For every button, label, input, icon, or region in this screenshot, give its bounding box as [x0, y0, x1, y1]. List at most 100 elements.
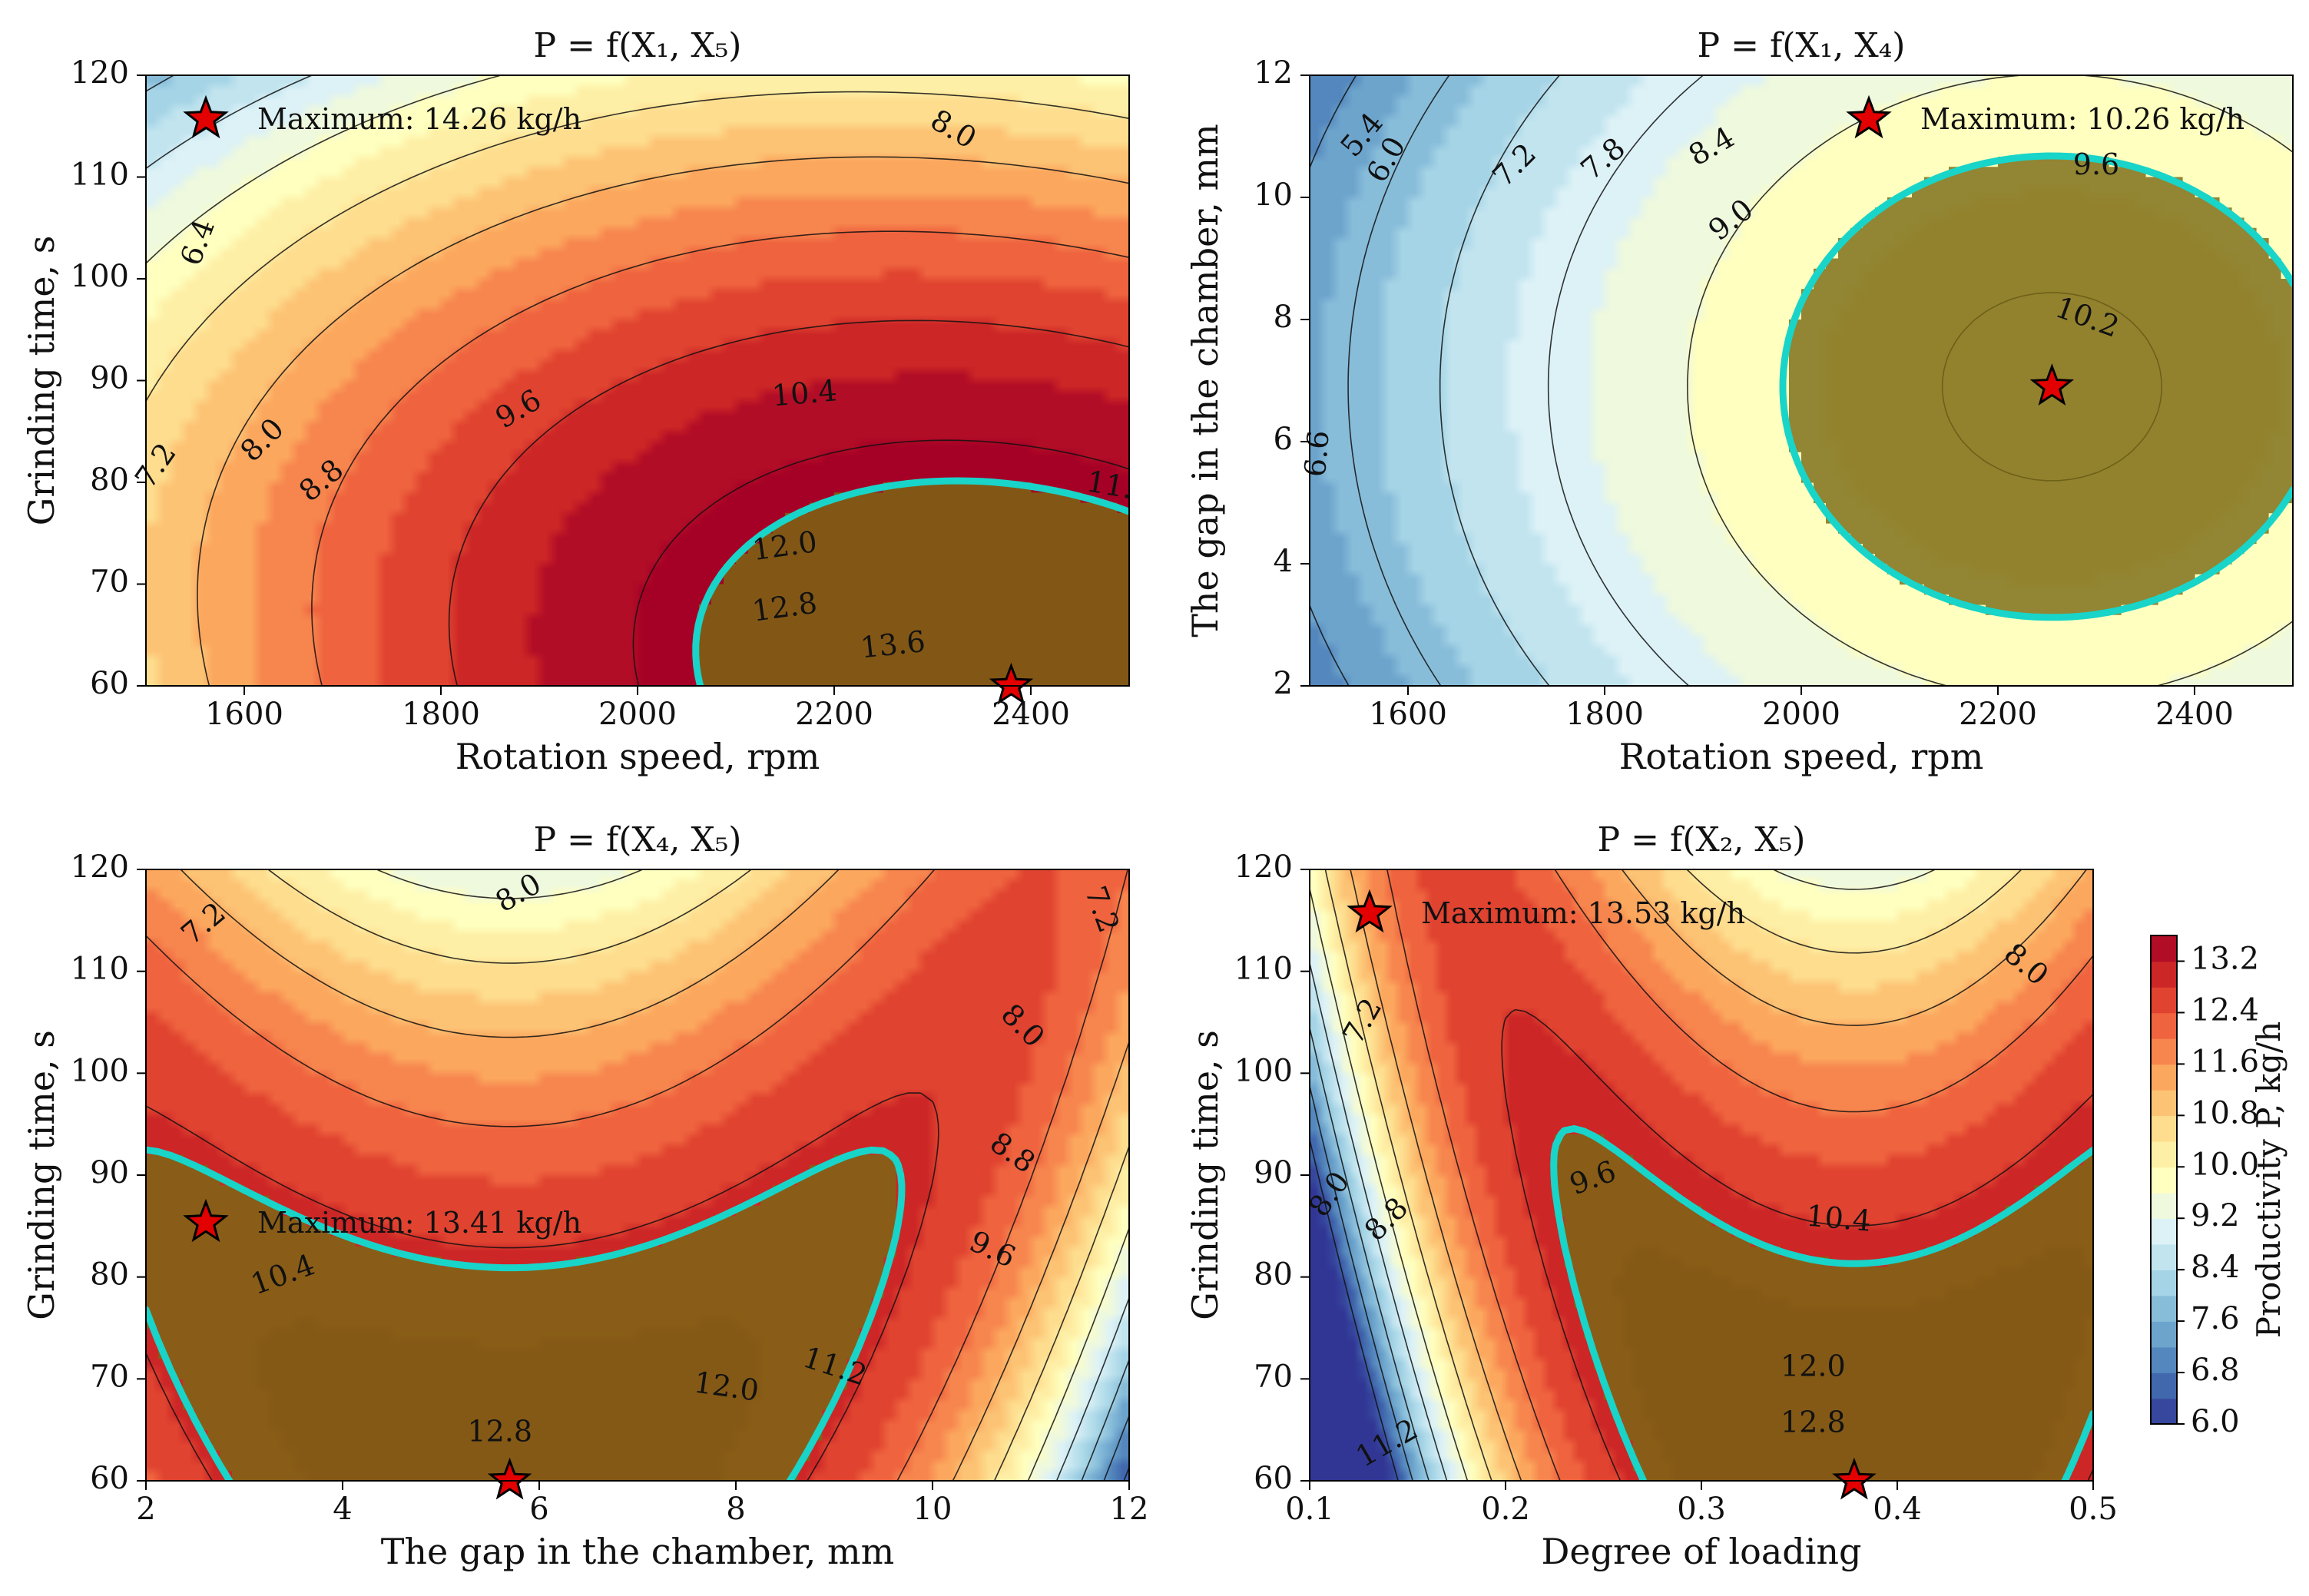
y-tick-label: 90	[90, 361, 129, 396]
y-axis-label: Grinding time, s	[21, 236, 62, 526]
contour-line	[197, 156, 1129, 686]
x-tick-label: 2000	[1762, 697, 1840, 732]
x-tick-label: 12	[1110, 1492, 1149, 1527]
contour-label: 6.6	[1298, 429, 1336, 478]
y-tick-label: 100	[1234, 1053, 1293, 1088]
legend-text: Maximum: 14.26 kg/h	[257, 102, 581, 136]
contour-line	[146, 1092, 939, 1481]
contour-line	[1439, 75, 1560, 686]
y-tick-label: 2	[1274, 666, 1293, 701]
y-tick-label: 70	[1254, 1359, 1293, 1394]
maximum-star-marker	[1846, 94, 1892, 139]
panel-x1x4: P = f(X₁, X₄) Rotation speed, rpm The ga…	[1184, 26, 2294, 777]
y-tick-label: 80	[90, 1257, 129, 1293]
colorbar-band	[2151, 1064, 2177, 1091]
colorbar-band	[2151, 1167, 2177, 1194]
y-tick-label: 60	[90, 1461, 129, 1496]
contour-line	[180, 869, 1129, 1481]
contour-line	[1501, 1008, 2093, 1481]
contour-line	[146, 75, 174, 92]
y-tick-label: 10	[1254, 177, 1293, 213]
x-tick-label: 2000	[598, 697, 677, 732]
panel-title: P = f(X₁, X₅)	[534, 26, 742, 65]
x-axis-label: Degree of loading	[1541, 1531, 1861, 1572]
colorbar-tick-label: 13.2	[2191, 941, 2259, 976]
y-axis-label: Grinding time, s	[21, 1030, 62, 1320]
y-tick-label: 12	[1254, 55, 1293, 91]
colorbar-band	[2151, 935, 2177, 962]
y-tick-label: 80	[1254, 1257, 1293, 1293]
colorbar-band	[2151, 1141, 2177, 1168]
maximum-region-outline	[692, 477, 1129, 686]
x-tick-label: 0.5	[2069, 1492, 2118, 1527]
contour-label: 10.4	[1805, 1199, 1873, 1238]
y-tick-label: 110	[1234, 952, 1293, 987]
y-tick-label: 70	[90, 1359, 129, 1394]
maximum-star-marker	[183, 94, 229, 139]
colorbar-tick-label: 7.6	[2191, 1301, 2240, 1336]
colorbar-band	[2151, 1398, 2177, 1425]
contour-label: 13.6	[859, 624, 927, 665]
colorbar-band	[2151, 1243, 2177, 1270]
contour-line	[1055, 1297, 1129, 1481]
contour-label: 12.0	[1781, 1349, 1846, 1383]
x-tick-label: 1800	[402, 697, 480, 732]
y-tick-label: 120	[71, 849, 129, 885]
colorbar-band	[2151, 1115, 2177, 1142]
contour-label: 12.8	[467, 1414, 532, 1448]
contour-line	[448, 320, 1129, 686]
y-tick-label: 90	[1254, 1155, 1293, 1190]
contour-label: 12.8	[1781, 1406, 1846, 1439]
y-tick-label: 90	[90, 1155, 129, 1190]
maximum-star-marker	[989, 662, 1034, 705]
contour-label: 10.4	[770, 373, 838, 412]
contour-line	[146, 869, 1128, 1481]
colorbar-band	[2151, 986, 2177, 1014]
y-tick-label: 100	[71, 1053, 129, 1088]
contour-line	[1310, 962, 1448, 1481]
contour-label: 9.6	[2073, 147, 2119, 181]
maximum-region-outline	[1779, 152, 2293, 621]
x-tick-label: 0.3	[1677, 1492, 1726, 1527]
contour-line	[1310, 75, 1357, 686]
colorbar-band	[2151, 1346, 2177, 1373]
colorbar-tick-label: 10.0	[2191, 1147, 2259, 1182]
maximum-region-outline	[146, 1146, 906, 1481]
colorbar-tick-label: 6.8	[2191, 1353, 2240, 1388]
colorbar-tick-label: 12.4	[2191, 992, 2259, 1028]
y-tick-label: 60	[90, 666, 129, 701]
x-tick-label: 2200	[795, 697, 873, 732]
contour-label: 11.	[1084, 464, 1135, 505]
colorbar-band	[2151, 1218, 2177, 1245]
x-tick-label: 2400	[2155, 697, 2234, 732]
maximum-region-fill	[146, 1154, 896, 1481]
panel-title: P = f(X₁, X₄)	[1698, 26, 1906, 65]
x-axis-label: Rotation speed, rpm	[456, 736, 820, 777]
maximum-star-marker	[1832, 1457, 1877, 1500]
x-tick-label: 2200	[1959, 697, 2037, 732]
panel-title: P = f(X₂, X₅)	[1598, 820, 1806, 859]
panel-x4x5: P = f(X₄, X₅) The gap in the chamber, mm…	[21, 820, 1148, 1572]
x-tick-label: 2	[136, 1492, 155, 1527]
x-tick-label: 0.4	[1873, 1492, 1922, 1527]
contour-line	[1386, 869, 2093, 1481]
contour-line	[1310, 869, 1936, 1481]
maximum-star-marker	[183, 1198, 229, 1243]
y-tick-label: 110	[71, 952, 129, 987]
contour-line	[1347, 75, 1450, 686]
colorbar-tick-label: 8.4	[2191, 1250, 2240, 1285]
colorbar-band	[2151, 1192, 2177, 1220]
maximum-region	[692, 477, 1129, 686]
y-axis-label: The gap in the chamber, mm	[1184, 124, 1226, 637]
maximum-region	[1550, 1125, 2093, 1481]
x-tick-label: 1800	[1565, 697, 1644, 732]
maximum-star-marker	[2029, 363, 2075, 406]
contour-line	[311, 230, 1129, 686]
colorbar-label: Productivity P, kg/h	[2250, 1022, 2287, 1339]
colorbar-band	[2151, 1321, 2177, 1348]
x-tick-label: 1600	[1369, 697, 1447, 732]
maximum-region	[146, 1146, 906, 1481]
y-tick-label: 110	[71, 157, 129, 193]
contour-line	[1081, 1359, 1129, 1481]
y-tick-label: 4	[1274, 544, 1293, 579]
